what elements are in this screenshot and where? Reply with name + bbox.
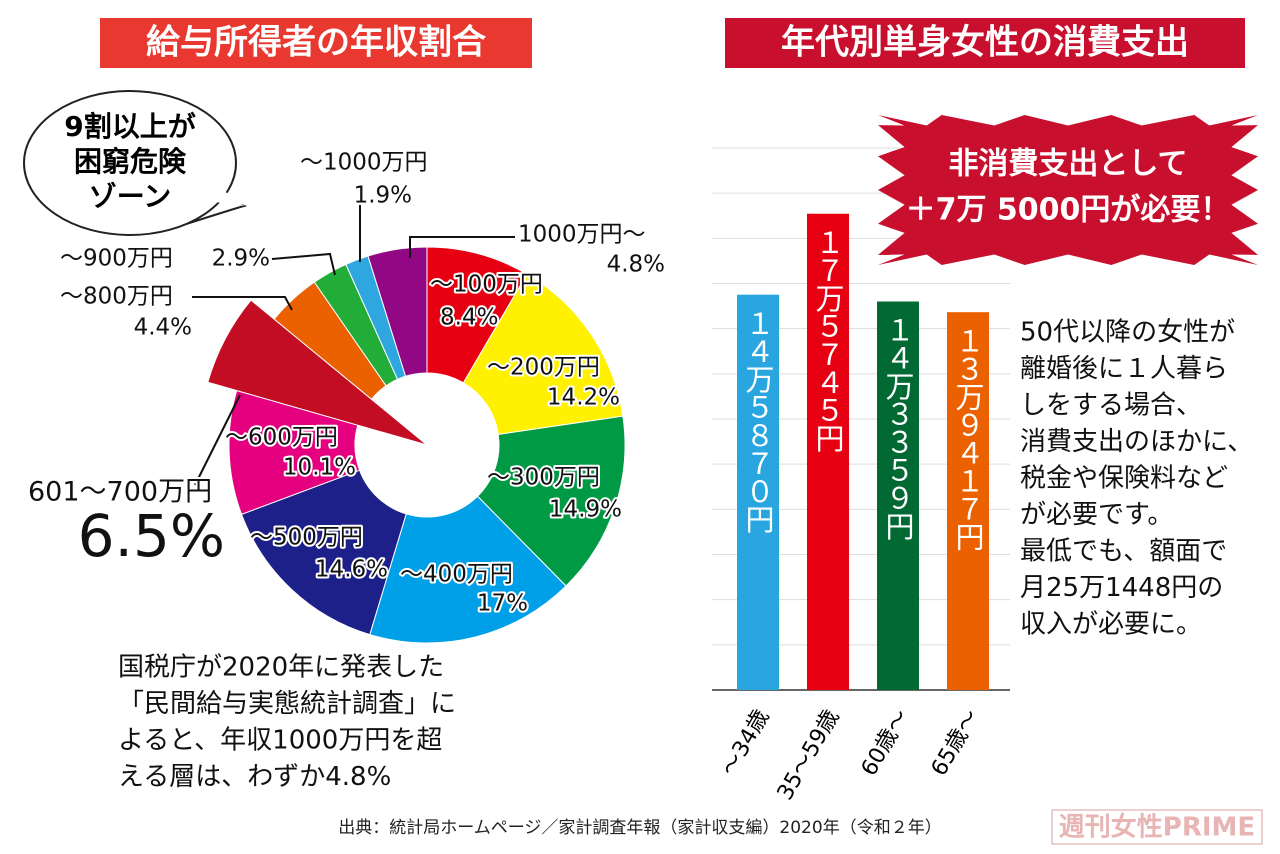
value-label: １７万５７４５円	[811, 228, 845, 453]
x-tick-label: 65歳〜	[927, 706, 985, 781]
note-line: 最低でも、額面で	[1020, 537, 1227, 567]
leader-line	[192, 296, 293, 311]
bar	[877, 301, 919, 690]
note-line: 月25万1448円の	[1020, 573, 1223, 603]
note-line: 消費支出のほかに、	[1020, 427, 1253, 457]
annotation: ＋7万 5000円が必要！	[906, 193, 1231, 228]
annotation: 困窮危険	[74, 145, 187, 178]
value-label: 4.8%	[607, 252, 665, 278]
x-tick-label: 35〜59歳	[773, 706, 845, 805]
value-label: 14.6%	[315, 557, 388, 583]
slice	[369, 495, 567, 644]
slice	[462, 273, 624, 436]
note-line: 離婚後に１人暮ら	[1020, 354, 1228, 384]
note-line: しをする場合、	[1020, 391, 1202, 421]
value-label: 2.9%	[212, 246, 270, 272]
chart-title: 年代別単身女性の消費支出	[781, 23, 1189, 63]
category-label: 〜400万円	[400, 562, 513, 588]
value-label: 4.4%	[134, 315, 192, 341]
value-label: １３万９４１７円	[951, 326, 985, 551]
leader-line	[409, 236, 515, 258]
value-label: 6.5%	[78, 502, 225, 570]
category-label: 601〜700万円	[28, 477, 212, 508]
slice	[207, 299, 428, 446]
value-label: 14.9%	[549, 497, 622, 523]
leader-line	[194, 394, 241, 486]
note-line: 50代以降の女性が	[1020, 318, 1235, 348]
category-label: 〜1000万円	[300, 150, 428, 176]
value-label: １４万３３５９円	[881, 315, 915, 540]
note-line: が必要です。	[1020, 500, 1173, 530]
logo: 週刊女性PRIME	[1059, 812, 1255, 843]
category-label: 〜900万円	[60, 246, 173, 272]
annotation: 9割以上が	[64, 110, 195, 143]
x-tick-label: 〜34歳	[717, 706, 775, 781]
annotation: 非消費支出として	[948, 147, 1187, 182]
note-line: 収入が必要に。	[1020, 610, 1202, 640]
category-label: 〜800万円	[60, 284, 173, 310]
note-line: える層は、わずか4.8%	[118, 762, 391, 792]
source: 出典：統計局ホームページ／家計調査年報（家計収支編）2020年（令和２年）	[338, 818, 941, 838]
starburst	[878, 115, 1258, 265]
note-line: よると、年収1000万円を超	[118, 726, 442, 756]
x-tick-label: 60歳〜	[857, 706, 915, 781]
category-label: 1000万円〜	[518, 222, 646, 248]
value-label: １４万５８７０円	[741, 309, 775, 534]
annotation: ゾーン	[89, 180, 172, 213]
value-label: 17%	[477, 591, 528, 617]
speech-bubble	[23, 90, 237, 236]
category-label: 〜600万円	[225, 425, 338, 451]
category-label: 〜500万円	[250, 525, 363, 551]
category-label: 〜300万円	[487, 465, 600, 491]
chart-title: 給与所得者の年収割合	[146, 23, 486, 63]
bar	[947, 312, 989, 690]
leader-line	[271, 252, 336, 276]
bar	[737, 294, 779, 690]
logo-box	[1051, 809, 1263, 845]
category-label: 〜200万円	[487, 355, 600, 381]
value-label: 14.2%	[547, 385, 620, 411]
note-line: 「民間給与実態統計調査」に	[118, 689, 456, 719]
title-box	[725, 18, 1245, 68]
slice	[367, 246, 428, 377]
bar	[807, 213, 849, 690]
value-label: 1.9%	[354, 183, 412, 209]
value-label: 8.4%	[440, 305, 498, 331]
value-label: 10.1%	[283, 455, 356, 481]
slice	[240, 469, 407, 636]
note-line: 国税庁が2020年に発表した	[118, 653, 444, 683]
category-label: 〜100万円	[430, 272, 543, 298]
slice	[476, 415, 626, 587]
bubble-tail-fill	[200, 180, 244, 206]
title-box	[100, 18, 532, 68]
note-line: 税金や保険料など	[1020, 464, 1228, 494]
